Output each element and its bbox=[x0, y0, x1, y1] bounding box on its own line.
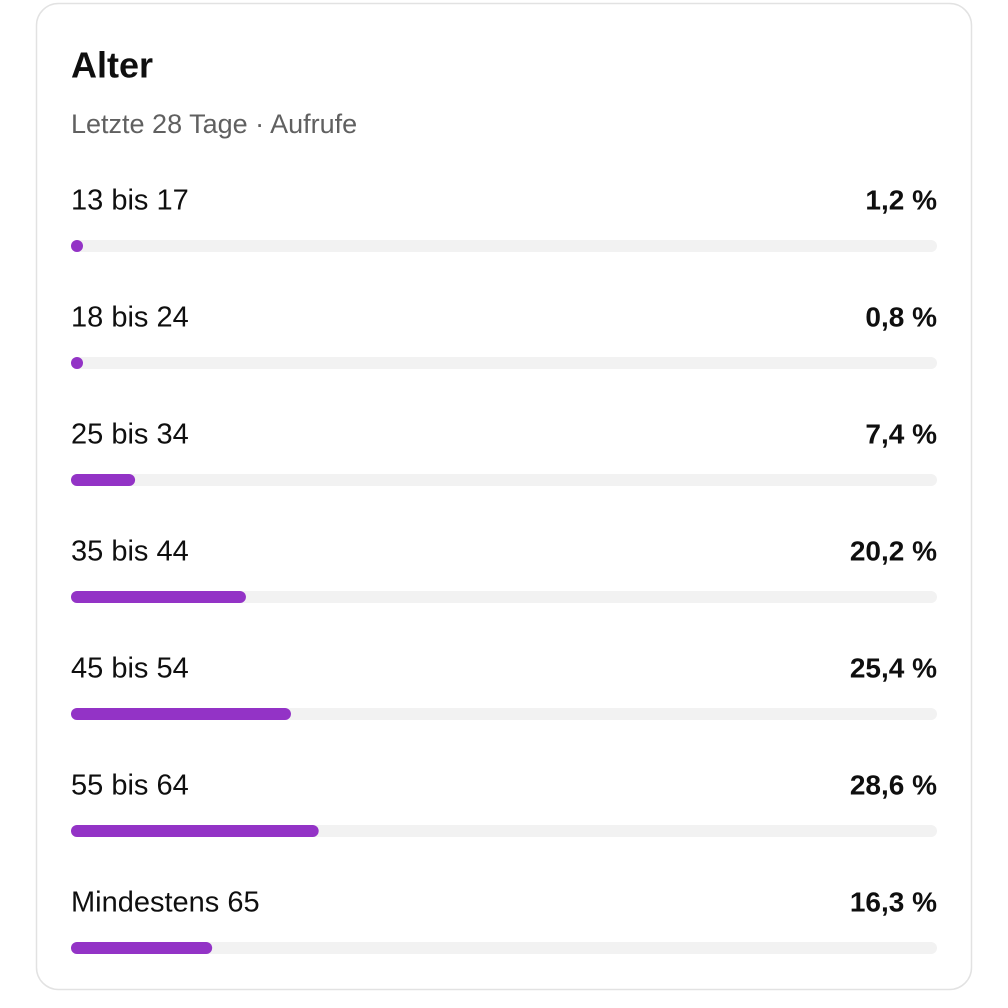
bar bbox=[71, 474, 136, 486]
category-label: 35 bis 44 bbox=[71, 536, 189, 568]
category-label: 55 bis 64 bbox=[71, 770, 189, 802]
bar bbox=[71, 240, 83, 252]
value-label: 28,6 % bbox=[850, 769, 937, 800]
category-label: 13 bis 17 bbox=[71, 185, 189, 217]
bar bbox=[71, 591, 246, 603]
value-label: 20,2 % bbox=[850, 535, 937, 566]
category-label: 25 bis 34 bbox=[71, 419, 189, 451]
category-label: 18 bis 24 bbox=[71, 302, 189, 334]
card bbox=[35, 2, 973, 991]
value-label: 0,8 % bbox=[865, 301, 937, 332]
bar bbox=[71, 825, 319, 837]
bar-track bbox=[71, 942, 937, 954]
bar-track bbox=[71, 474, 937, 486]
bar-track bbox=[71, 357, 937, 369]
value-label: 16,3 % bbox=[850, 886, 937, 917]
category-label: Mindestens 65 bbox=[71, 887, 260, 919]
bar bbox=[71, 942, 213, 954]
category-label: 45 bis 54 bbox=[71, 653, 189, 685]
chart-subtitle: Letzte 28 Tage · Aufrufe bbox=[71, 109, 357, 139]
bar-track bbox=[71, 591, 937, 603]
bar-track bbox=[71, 240, 937, 252]
chart-title: Alter bbox=[71, 45, 153, 86]
value-label: 1,2 % bbox=[865, 184, 937, 215]
value-label: 25,4 % bbox=[850, 652, 937, 683]
bar bbox=[71, 357, 83, 369]
bar bbox=[71, 708, 291, 720]
value-label: 7,4 % bbox=[865, 418, 937, 449]
